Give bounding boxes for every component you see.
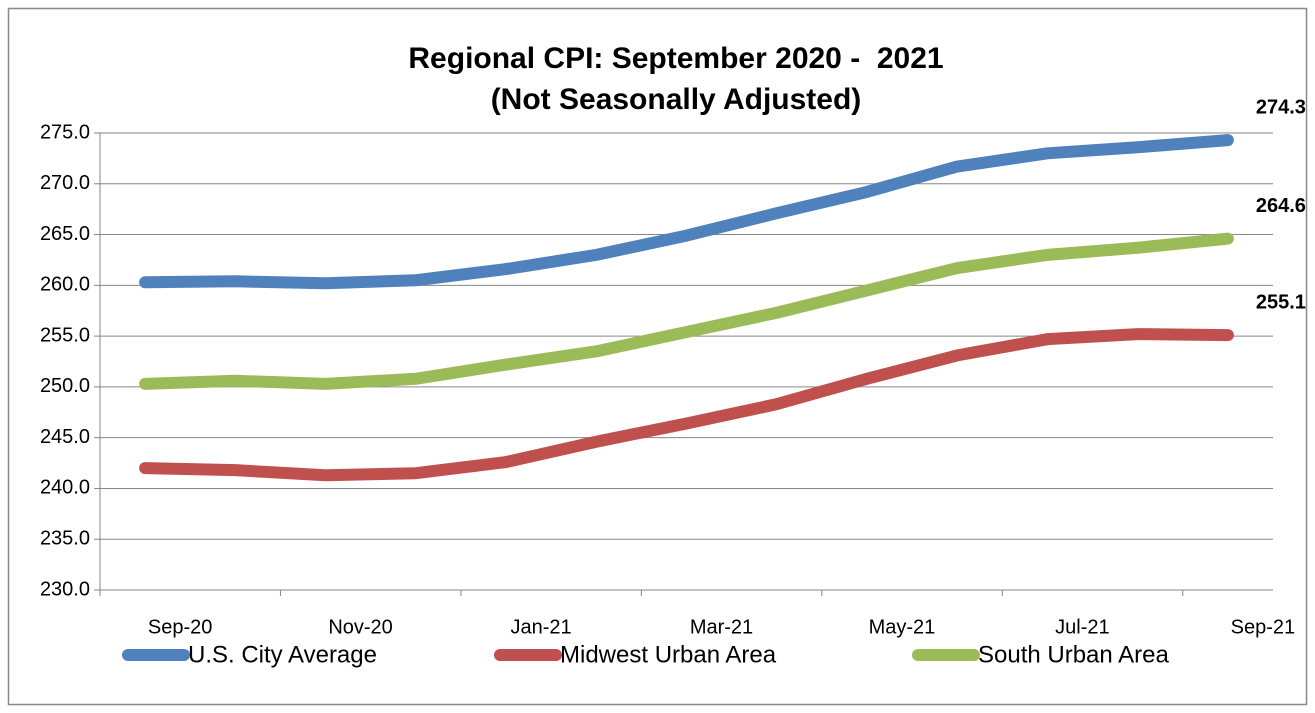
data-label: 255.1 xyxy=(1256,291,1306,313)
y-tick-label: 240.0 xyxy=(40,477,90,499)
y-tick-label: 235.0 xyxy=(40,528,90,550)
x-tick-label: Jul-21 xyxy=(1055,616,1109,638)
series-line xyxy=(139,232,1234,390)
chart-border xyxy=(7,7,1308,706)
y-tick-label: 260.0 xyxy=(40,274,90,296)
series-line xyxy=(139,328,1234,482)
x-tick-label: Mar-21 xyxy=(690,616,753,638)
legend-label: U.S. City Average xyxy=(188,641,377,668)
y-tick-label: 275.0 xyxy=(40,121,90,143)
chart-subtitle: (Not Seasonally Adjusted) xyxy=(491,83,862,116)
x-tick-label: Nov-20 xyxy=(328,616,392,638)
y-tick-label: 265.0 xyxy=(40,223,90,245)
x-tick-label: Sep-21 xyxy=(1231,616,1296,638)
y-tick-label: 255.0 xyxy=(40,324,90,346)
data-label: 264.6 xyxy=(1256,195,1306,217)
y-tick-label: 245.0 xyxy=(40,426,90,448)
chart-title: Regional CPI: September 2020 - 2021 xyxy=(408,42,943,75)
x-tick-label: Jan-21 xyxy=(510,616,571,638)
y-tick-label: 230.0 xyxy=(40,578,90,600)
legend-label: South Urban Area xyxy=(978,641,1169,668)
x-tick-label: Sep-20 xyxy=(148,616,213,638)
y-tick-label: 270.0 xyxy=(40,172,90,194)
x-tick-label: May-21 xyxy=(869,616,936,638)
y-tick-label: 250.0 xyxy=(40,375,90,397)
series-line xyxy=(139,134,1234,290)
data-label: 274.3 xyxy=(1256,96,1306,118)
legend-label: Midwest Urban Area xyxy=(560,641,777,668)
